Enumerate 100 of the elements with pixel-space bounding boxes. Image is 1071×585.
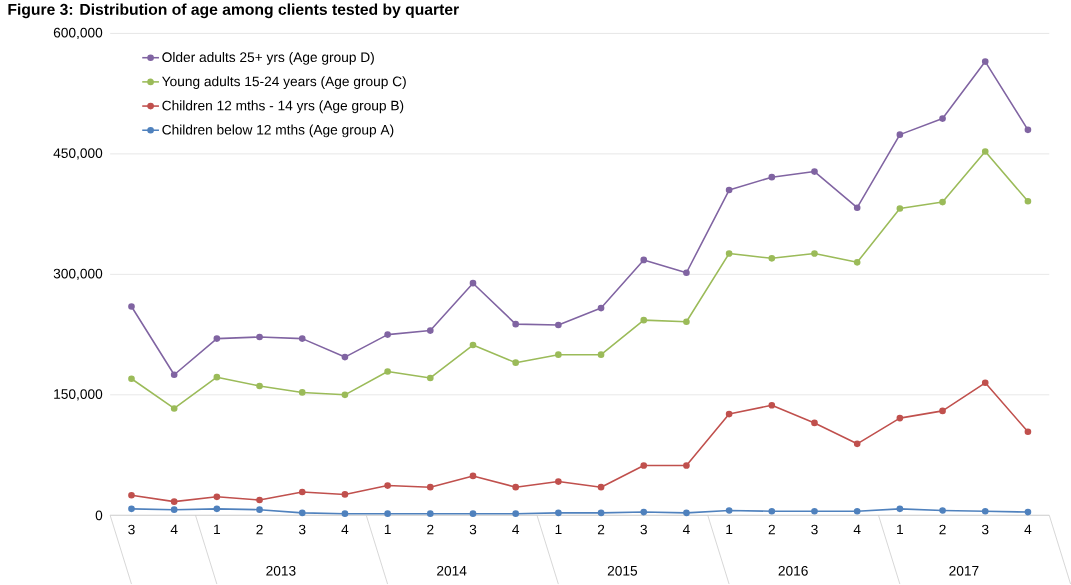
text: 2013 bbox=[266, 566, 296, 576]
y-tick-label: 150,000 bbox=[54, 389, 103, 401]
point bbox=[213, 374, 221, 381]
point bbox=[1024, 428, 1032, 436]
point bbox=[256, 496, 263, 504]
point bbox=[341, 491, 349, 498]
point bbox=[640, 317, 648, 324]
point bbox=[811, 250, 818, 258]
point bbox=[213, 335, 221, 343]
point bbox=[725, 411, 733, 418]
point bbox=[981, 508, 989, 515]
x-tick-label: 1 bbox=[726, 524, 733, 535]
point bbox=[640, 508, 648, 516]
legend-label: Young adults 15-24 years (Age group C) bbox=[162, 76, 406, 90]
x-tick-label: 3 bbox=[811, 524, 818, 535]
text: 2014 bbox=[437, 566, 467, 576]
x-tick-label: 2 bbox=[256, 524, 263, 535]
point bbox=[853, 259, 861, 266]
point bbox=[512, 321, 520, 328]
point bbox=[640, 462, 648, 470]
point bbox=[555, 478, 562, 486]
point bbox=[1024, 198, 1032, 205]
point bbox=[469, 472, 477, 480]
point bbox=[981, 148, 989, 156]
point bbox=[170, 506, 178, 514]
point bbox=[811, 419, 818, 427]
point bbox=[298, 509, 306, 517]
x-tick-label: 3 bbox=[981, 524, 989, 535]
point bbox=[170, 405, 178, 413]
point bbox=[298, 488, 306, 496]
point bbox=[298, 389, 306, 396]
point bbox=[768, 508, 776, 515]
x-tick-label: 4 bbox=[512, 524, 520, 535]
y-tick-label: 450,000 bbox=[53, 148, 103, 160]
point bbox=[341, 353, 349, 361]
point bbox=[426, 374, 434, 382]
point bbox=[384, 482, 391, 490]
text: 2016 bbox=[778, 566, 808, 576]
point bbox=[128, 375, 135, 383]
point bbox=[597, 304, 605, 312]
point bbox=[683, 462, 690, 470]
x-tick-label: 1 bbox=[897, 524, 904, 535]
point bbox=[170, 371, 178, 379]
point bbox=[597, 484, 605, 491]
point bbox=[128, 505, 135, 513]
point bbox=[469, 341, 477, 349]
point bbox=[725, 507, 733, 515]
point bbox=[555, 321, 562, 329]
point bbox=[725, 186, 733, 194]
x-tick-label: 4 bbox=[1024, 524, 1032, 535]
point bbox=[811, 168, 818, 176]
x-tick-label: 3 bbox=[469, 524, 477, 535]
point bbox=[426, 327, 434, 335]
point bbox=[384, 368, 391, 376]
legend-label: Children below 12 mths (Age group A) bbox=[162, 124, 394, 138]
point bbox=[768, 174, 776, 181]
legend-label: Older adults 25+ yrs (Age group D) bbox=[162, 52, 374, 66]
point bbox=[555, 351, 562, 359]
point bbox=[981, 379, 989, 387]
y-tick-label: 600,000 bbox=[53, 27, 103, 40]
point bbox=[939, 198, 946, 206]
x-tick-label: 4 bbox=[682, 524, 690, 535]
point bbox=[341, 510, 349, 518]
y-tick-label: 300,000 bbox=[53, 268, 103, 281]
point bbox=[597, 351, 605, 359]
point bbox=[512, 510, 520, 518]
x-tick-label: 3 bbox=[128, 524, 135, 535]
point bbox=[896, 131, 904, 139]
point bbox=[213, 505, 221, 513]
x-tick-label: 2 bbox=[939, 524, 946, 535]
chart-title: Figure 3: Distribution of age among clients tested by quarter bbox=[8, 3, 459, 19]
point bbox=[469, 280, 477, 287]
point bbox=[128, 492, 135, 499]
point bbox=[640, 256, 648, 264]
point bbox=[853, 440, 861, 448]
point bbox=[512, 484, 520, 491]
point bbox=[256, 382, 263, 390]
point bbox=[896, 415, 904, 422]
text: 2015 bbox=[607, 566, 638, 576]
x-tick-label: 3 bbox=[298, 524, 306, 535]
point bbox=[896, 205, 904, 213]
point bbox=[683, 318, 690, 326]
point bbox=[768, 402, 776, 409]
point bbox=[853, 508, 861, 515]
point bbox=[555, 509, 562, 517]
point bbox=[512, 359, 520, 367]
point bbox=[939, 407, 946, 415]
point bbox=[1024, 126, 1032, 134]
point bbox=[469, 510, 477, 518]
text: 2017 bbox=[949, 566, 979, 576]
y-tick-label: 0 bbox=[95, 510, 103, 521]
point bbox=[725, 250, 733, 258]
point bbox=[683, 269, 690, 277]
point bbox=[341, 391, 349, 399]
point bbox=[256, 506, 263, 514]
point bbox=[811, 508, 818, 515]
x-tick-label: 2 bbox=[427, 524, 434, 535]
point bbox=[939, 115, 946, 123]
x-tick-label: 1 bbox=[555, 524, 562, 535]
x-tick-label: 4 bbox=[853, 524, 861, 535]
